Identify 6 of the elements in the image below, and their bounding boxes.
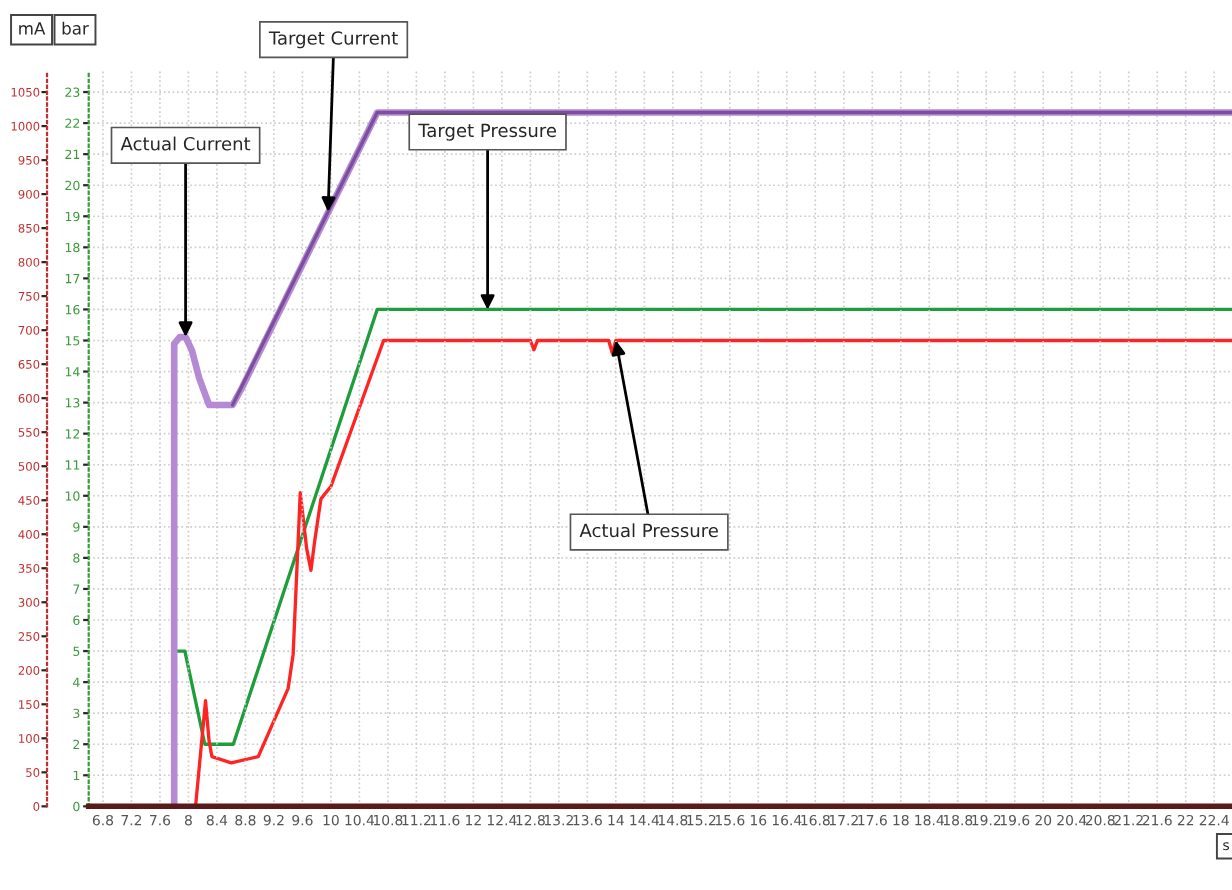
annotation: Target Current [268,31,398,49]
y2-axis-title: bar [62,21,89,35]
annotation: Target Pressure [418,123,556,141]
annotation: Actual Pressure [579,523,718,538]
y-axis-title: mA [19,22,46,35]
annotation: Actual Current [120,136,251,151]
